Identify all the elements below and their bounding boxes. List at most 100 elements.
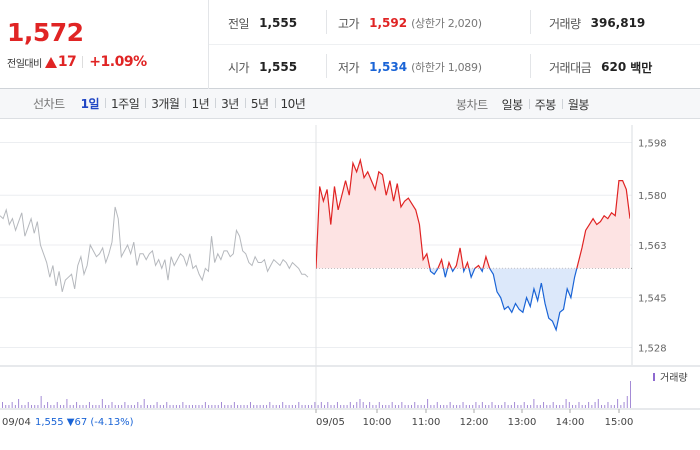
volume-bar (188, 405, 190, 408)
volume-legend: 거래량 (660, 372, 688, 384)
stat-amount: 거래대금 620 백만 (549, 45, 652, 89)
candle-weekly[interactable]: 주봉 (528, 96, 562, 113)
volume-bar (546, 405, 548, 408)
volume-bar (47, 402, 49, 408)
volume-bar (488, 405, 490, 408)
volume-bar (443, 405, 445, 408)
period-3m[interactable]: 3개월 (145, 95, 185, 112)
stat-volume: 거래량 396,819 (549, 1, 645, 45)
stat-row-divider (209, 44, 700, 45)
stat-label: 고가 (338, 16, 360, 31)
y-axis-labels: 1,598 1,580 1,563 1,545 1,528 (638, 139, 667, 355)
volume-bar (388, 405, 390, 408)
volume-bar (491, 402, 493, 408)
lower-limit: (하한가 1,089) (411, 61, 482, 74)
volume-bar (510, 405, 512, 408)
x-tick-label: 14:00 (556, 417, 585, 428)
volume-bar (594, 402, 596, 408)
volume-bar (539, 405, 541, 408)
volume-bar (40, 396, 42, 408)
period-1d[interactable]: 1일 (80, 97, 100, 111)
area-below-baseline (316, 268, 630, 330)
volume-bar (134, 405, 136, 408)
volume-bar (195, 405, 197, 408)
volume-bar (311, 405, 313, 408)
volume-bar (465, 405, 467, 408)
chart-toolbar: 선차트 1일 1주일 3개월 1년 3년 5년 10년 봉차트 일봉 주봉 월봉 (0, 89, 700, 119)
volume-bar (320, 402, 322, 408)
volume-bar (85, 405, 87, 408)
stat-unit: 백만 (630, 60, 653, 75)
volume-bar (543, 402, 545, 408)
volume-bar (565, 399, 567, 408)
volume-bar (30, 405, 32, 408)
volume-bar (620, 405, 622, 408)
x-tick-label: 15:00 (605, 417, 634, 428)
change-line: 전일대비 17 +1.09% (7, 54, 147, 70)
period-3y[interactable]: 3년 (215, 95, 245, 112)
volume-bar (591, 405, 593, 408)
y-tick-label: 1,598 (638, 139, 667, 150)
volume-bar (275, 405, 277, 408)
volume-bar (584, 405, 586, 408)
stat-label: 거래대금 (549, 60, 592, 75)
volume-bar (623, 402, 625, 408)
volume-bar (439, 405, 441, 408)
volume-bar (214, 405, 216, 408)
y-tick-label: 1,563 (638, 241, 667, 252)
current-price: 1,572 (7, 18, 84, 47)
volume-bar (394, 405, 396, 408)
volume-bar (56, 402, 58, 408)
volume-bar (143, 399, 145, 408)
stat-value: 1,592 (369, 16, 408, 30)
period-1y[interactable]: 1년 (185, 95, 215, 112)
volume-bar (198, 405, 200, 408)
volume-bar (121, 405, 123, 408)
volume-bar (95, 405, 97, 408)
volume-bar (285, 405, 287, 408)
stat-value: 1,555 (259, 16, 298, 30)
volume-bar (427, 399, 429, 408)
x-axis: 09/05 10:00 11:00 12:00 13:00 14:00 15:00 (315, 409, 634, 428)
volume-bar (50, 405, 52, 408)
volume-bar (204, 402, 206, 408)
volume-bar (153, 405, 155, 408)
volume-bar (555, 405, 557, 408)
stat-high: 고가 1,592 (상한가 2,020) (338, 1, 482, 45)
candle-daily[interactable]: 일봉 (501, 97, 524, 112)
volume-bar (269, 402, 271, 408)
volume-bar (230, 405, 232, 408)
volume-bar (446, 405, 448, 408)
volume-bar (307, 405, 309, 408)
period-1w[interactable]: 1주일 (105, 95, 145, 112)
volume-bar (211, 405, 213, 408)
today-line (316, 157, 630, 332)
volume-bar (304, 405, 306, 408)
change-label: 전일대비 (7, 58, 42, 70)
volume-bar (617, 399, 619, 408)
volume-bar (372, 405, 374, 408)
x-tick-label: 10:00 (363, 417, 392, 428)
volume-bar (568, 402, 570, 408)
volume-bar (72, 405, 74, 408)
volume-bar (11, 402, 13, 408)
volume-bar (433, 405, 435, 408)
volume-bar (601, 405, 603, 408)
volume-bar (224, 405, 226, 408)
volume-bar (237, 405, 239, 408)
volume-bar (291, 405, 293, 408)
volume-bar (105, 405, 107, 408)
volume-bar (37, 405, 39, 408)
candle-monthly[interactable]: 월봉 (561, 96, 595, 113)
period-5y[interactable]: 5년 (244, 95, 275, 112)
volume-bar (227, 405, 229, 408)
volume-bar (192, 405, 194, 408)
volume-bar (98, 405, 100, 408)
stat-value: 1,555 (259, 60, 298, 74)
volume-bar (217, 405, 219, 408)
volume-bar (314, 402, 316, 408)
period-10y[interactable]: 10년 (274, 95, 312, 112)
stat-label: 거래량 (549, 16, 581, 31)
volume-bar (220, 402, 222, 408)
